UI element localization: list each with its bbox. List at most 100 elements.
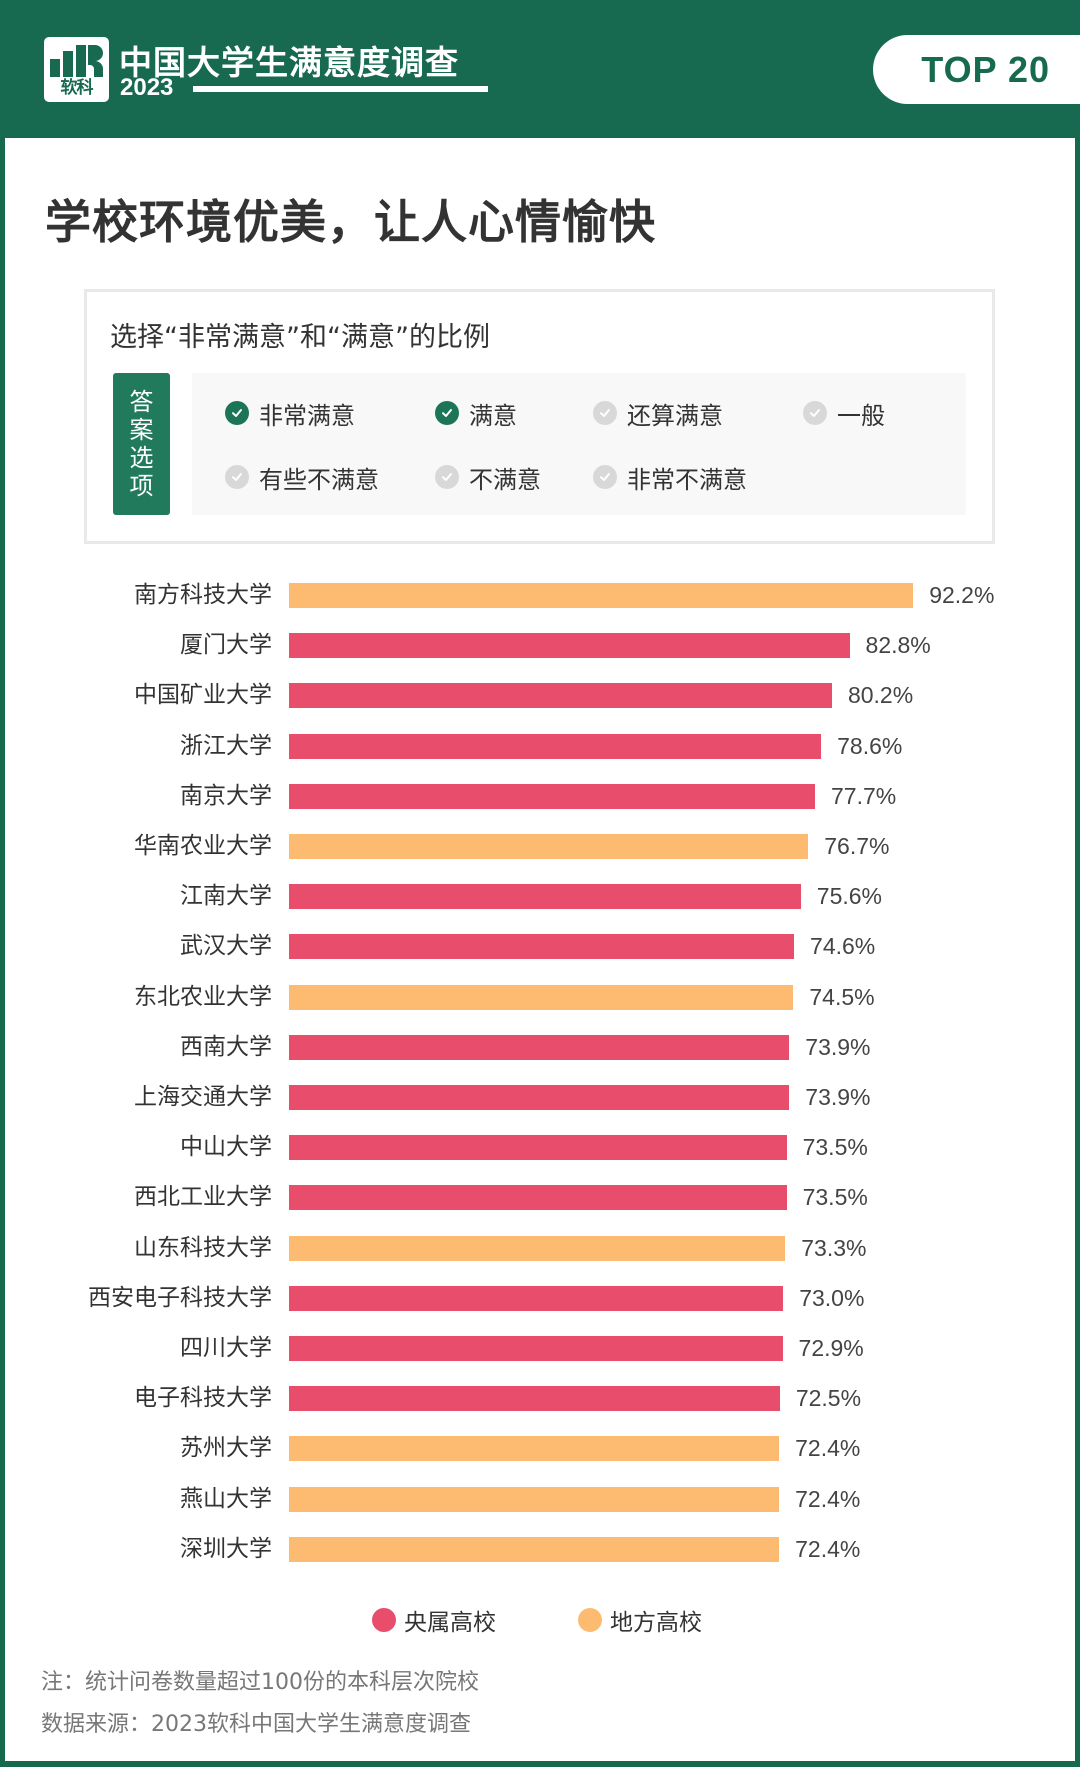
chart-row: 武汉大学 74.6% [0,933,1080,960]
university-label: 电子科技大学 [134,1385,272,1412]
legend-dot-icon [372,1608,396,1632]
answer-option-label: 还算满意 [627,401,723,430]
brand-title: 中国大学生满意度调查 [119,43,459,82]
chart-row: 上海交通大学 73.9% [0,1084,1080,1110]
value-label: 92.2% [929,582,995,608]
ruanke-logo: 软科 [44,37,109,102]
chart-row: 华南农业大学 76.7% [0,833,1080,859]
answer-option: 满意 [435,398,517,430]
answer-option-label: 有些不满意 [259,465,379,494]
bar-central [289,1386,780,1412]
value-label: 73.3% [801,1234,867,1261]
university-label: 西安电子科技大学 [88,1284,272,1311]
bar-local [289,834,809,859]
chart-row: 中山大学 73.5% [0,1134,1080,1161]
bar-local [289,1235,786,1261]
university-label: 东北农业大学 [134,983,272,1010]
bar-central [289,1185,787,1211]
answer-option-label: 满意 [469,401,517,430]
university-label: 上海交通大学 [134,1084,272,1110]
value-label: 78.6% [837,732,903,759]
value-label: 73.5% [802,1134,868,1161]
chart-legend: 央属高校 地方高校 [0,1603,1080,1636]
university-label: 南京大学 [180,782,272,809]
bar-central [289,1085,790,1110]
check-circle-filled-icon [435,401,459,425]
bar-central [289,733,822,759]
legend-item-central: 央属高校 [372,1603,496,1637]
legend-dot-icon [578,1608,602,1632]
check-circle-filled-icon [225,401,249,425]
answer-option: 不满意 [435,462,541,494]
bar-central [289,1285,784,1311]
value-label: 72.4% [795,1535,861,1562]
chart-row: 南京大学 77.7% [0,783,1080,809]
page-title: 学校环境优美，让人心情愉快 [45,195,656,249]
top-badge: TOP 20 [873,35,1080,104]
value-label: 82.8% [865,632,931,659]
university-label: 苏州大学 [180,1435,272,1462]
value-label: 73.9% [805,1033,871,1060]
value-label: 80.2% [847,682,914,709]
tag-char: 案 [129,416,154,444]
chart-row: 东北农业大学 74.5% [0,984,1080,1010]
bar-central [289,884,801,910]
legend-label: 地方高校 [610,1610,702,1636]
check-circle-empty-icon [225,465,249,489]
value-label: 72.4% [795,1485,861,1512]
value-label: 77.7% [831,782,897,809]
chart-row: 燕山大学 72.4% [0,1486,1080,1512]
university-label: 江南大学 [180,883,272,910]
answer-option: 一般 [803,398,885,430]
university-label: 浙江大学 [180,732,272,759]
value-label: 73.9% [805,1084,871,1110]
value-label: 74.5% [809,983,875,1010]
chart-row: 电子科技大学 72.5% [0,1385,1080,1412]
university-label: 山东科技大学 [134,1234,272,1261]
tag-char: 答 [129,388,154,416]
chart-row: 厦门大学 82.8% [0,632,1080,659]
chart-row: 西北工业大学 73.5% [0,1184,1080,1211]
value-label: 73.0% [799,1284,865,1311]
bar-local [289,984,794,1010]
footnote-note: 注：统计问卷数量超过100份的本科层次院校 [41,1670,479,1695]
chart-row: 山东科技大学 73.3% [0,1235,1080,1261]
answer-options-tag: 答 案 选 项 [113,373,170,515]
check-circle-empty-icon [593,401,617,425]
chart-row: 深圳大学 72.4% [0,1536,1080,1562]
logo-bars-icon [50,45,103,77]
university-label: 深圳大学 [180,1535,272,1562]
university-label: 武汉大学 [180,933,272,960]
answer-option: 有些不满意 [225,462,379,494]
value-label: 76.7% [824,833,890,859]
university-label: 西北工业大学 [134,1184,272,1211]
logo-text: 软科 [60,78,94,98]
answer-option-label: 一般 [837,401,885,430]
check-circle-empty-icon [803,401,827,425]
bar-central [289,1034,790,1060]
check-circle-empty-icon [435,465,459,489]
answer-option: 还算满意 [593,398,723,430]
bar-central [289,934,795,960]
university-label: 华南农业大学 [134,833,272,859]
value-label: 72.9% [798,1335,864,1361]
university-label: 西南大学 [180,1033,272,1060]
brand-year: 2023 [120,74,174,101]
university-label: 燕山大学 [180,1485,272,1512]
chart-row: 西安电子科技大学 73.0% [0,1285,1080,1311]
university-label: 厦门大学 [180,632,272,659]
bar-local [289,583,914,608]
brand-underline [193,86,488,92]
chart-row: 苏州大学 72.4% [0,1435,1080,1462]
check-circle-empty-icon [593,465,617,489]
options-subtitle: 选择“非常满意”和“满意”的比例 [110,322,490,353]
value-label: 72.4% [795,1435,861,1462]
answer-option: 非常不满意 [593,462,747,494]
university-label: 南方科技大学 [134,582,272,608]
answer-option-label: 非常满意 [259,401,355,430]
chart-row: 江南大学 75.6% [0,883,1080,910]
chart-row: 中国矿业大学 80.2% [0,682,1080,709]
legend-label: 央属高校 [404,1610,496,1636]
university-label: 四川大学 [180,1335,272,1361]
value-label: 74.6% [810,933,876,960]
